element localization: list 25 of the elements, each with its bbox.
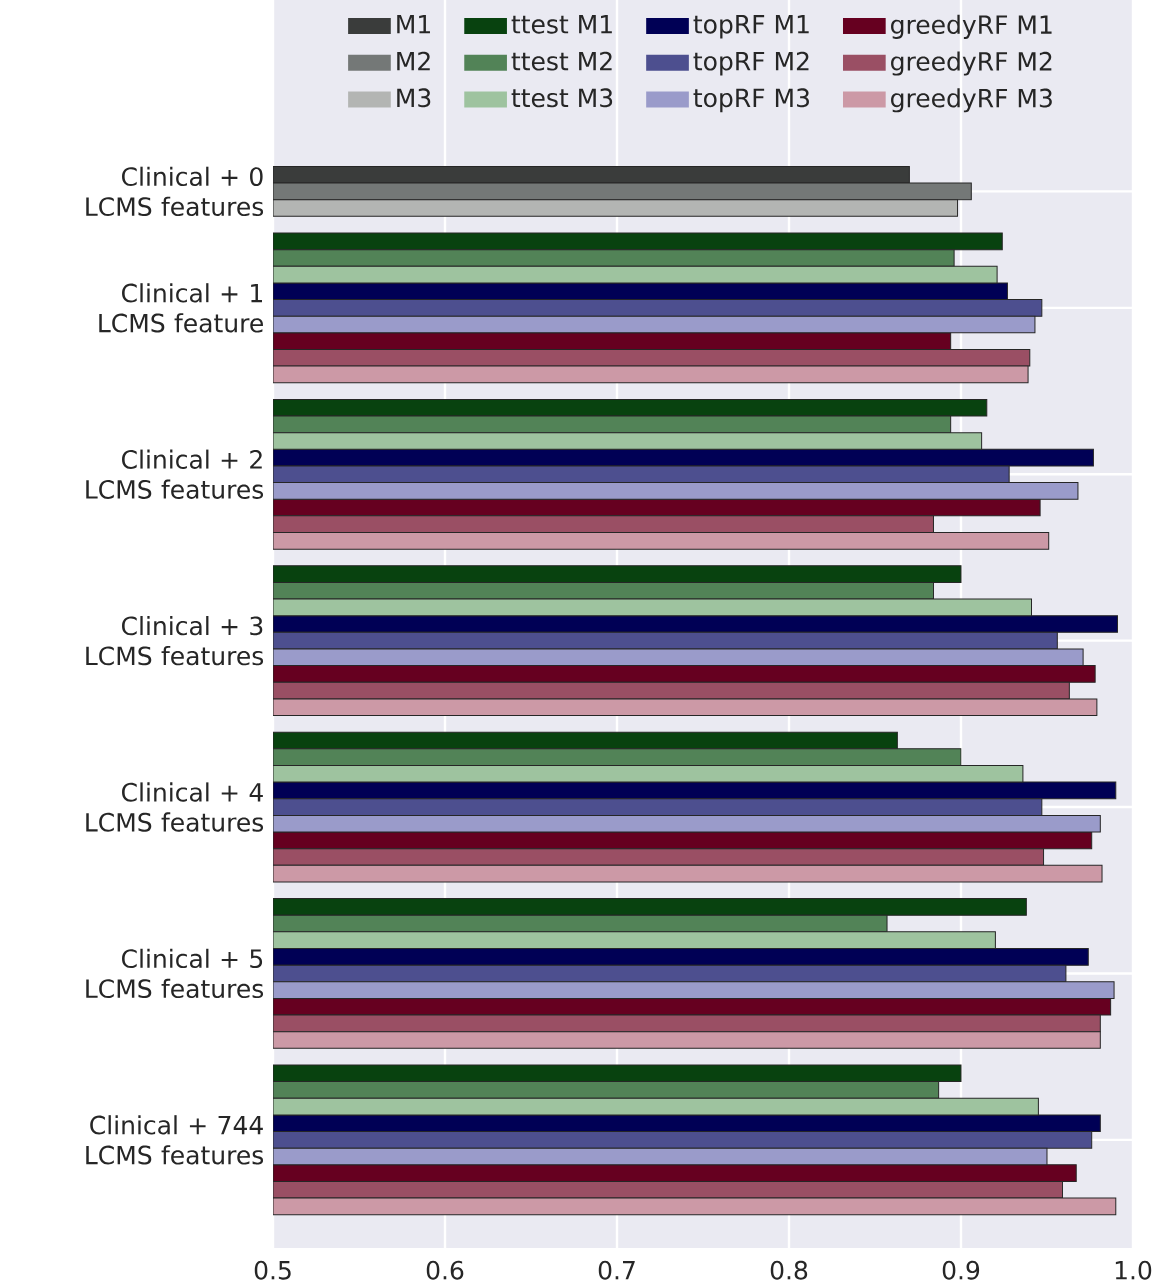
legend-label: ttest M3 bbox=[511, 88, 613, 108]
legend-label: topRF M3 bbox=[693, 88, 809, 113]
legend-label: ttest M1 bbox=[511, 15, 612, 34]
x-tick-label: 0.7 bbox=[598, 1260, 635, 1280]
legend-label: topRF M1 bbox=[693, 15, 809, 39]
legend-label: greedyRF M1 bbox=[891, 14, 1052, 39]
y-tick-label: Clinical + 0 LCMS features bbox=[86, 166, 264, 217]
x-tick-label: 0.9 bbox=[942, 1260, 980, 1280]
x-tick-label: 0.5 bbox=[254, 1260, 291, 1280]
y-tick-label: Clinical + 3 LCMS features bbox=[86, 615, 264, 666]
legend-label: greedyRF M2 bbox=[891, 51, 1052, 76]
y-tick-label: Clinical + 4 LCMS features bbox=[86, 782, 264, 832]
legend-label: M2 bbox=[397, 51, 430, 71]
x-tick-label: 0.6 bbox=[426, 1260, 464, 1280]
legend-label: M1 bbox=[397, 15, 430, 34]
legend-label: M3 bbox=[397, 88, 431, 108]
legend-label: ttest M2 bbox=[511, 51, 612, 71]
legend-label: topRF M2 bbox=[693, 51, 809, 76]
y-tick-label: Clinical + 5 LCMS features bbox=[86, 948, 264, 999]
x-tick-label: 1.0 bbox=[1115, 1260, 1152, 1280]
y-tick-label: Clinical + 744 LCMS features bbox=[86, 1115, 264, 1165]
x-tick-label: 0.8 bbox=[770, 1260, 808, 1280]
legend-label: greedyRF M3 bbox=[891, 88, 1052, 113]
y-tick-label: Clinical + 1 LCMS feature bbox=[99, 283, 263, 333]
y-tick-label: Clinical + 2 LCMS features bbox=[86, 449, 264, 499]
